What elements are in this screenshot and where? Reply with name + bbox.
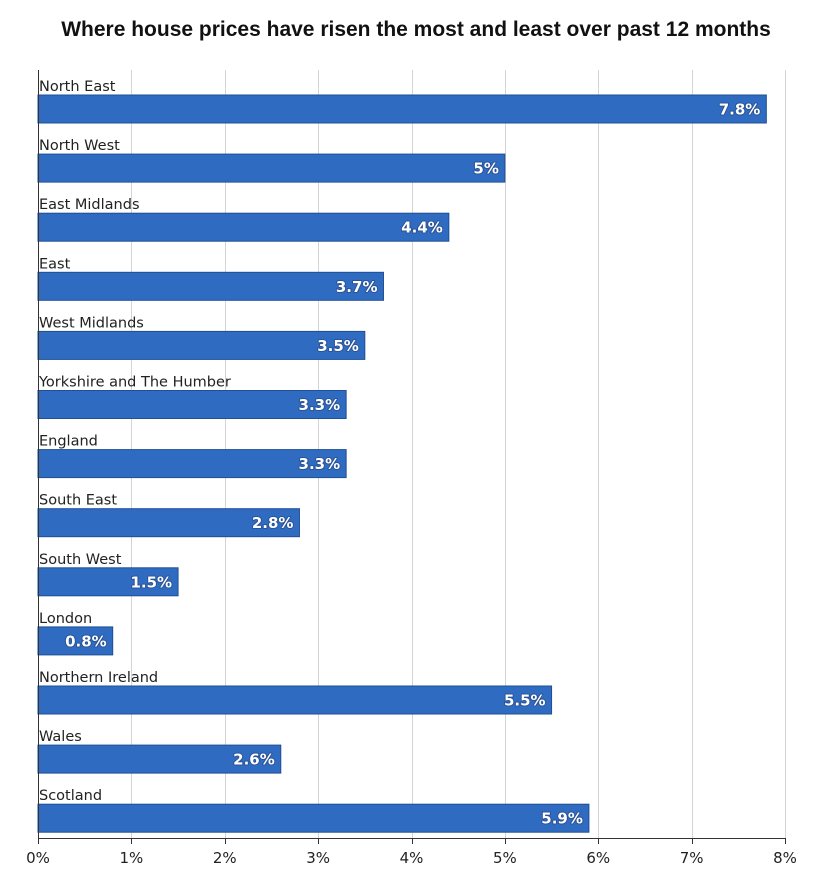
category-label: South East	[39, 493, 117, 509]
category-label: Yorkshire and The Humber	[38, 375, 231, 391]
x-tick-label: 1%	[119, 849, 143, 867]
value-label: 0.8%	[65, 632, 107, 650]
bar	[37, 390, 347, 419]
x-tick-label: 7%	[680, 849, 704, 867]
category-label: Northern Ireland	[39, 670, 158, 686]
x-tick-label: 4%	[400, 849, 424, 867]
value-label: 5%	[473, 160, 498, 178]
category-label: London	[39, 611, 92, 627]
value-label: 2.8%	[252, 514, 294, 532]
bars: North East 7.8% North West 5% East Midlands 4…	[37, 79, 767, 833]
bar	[37, 94, 767, 124]
value-label: 3.3%	[299, 396, 341, 414]
bar	[37, 685, 553, 715]
bar	[37, 803, 590, 833]
value-label: 3.3%	[299, 455, 341, 473]
value-label: 3.5%	[317, 337, 359, 355]
bar	[37, 330, 366, 360]
category-label: North East	[39, 79, 116, 95]
x-tick-label: 3%	[306, 849, 330, 867]
value-label: 2.6%	[233, 751, 275, 769]
value-label: 5.5%	[504, 692, 546, 710]
bar	[37, 744, 282, 774]
value-label: 7.8%	[719, 101, 761, 119]
category-label: England	[39, 434, 98, 450]
value-label: 5.9%	[541, 810, 583, 828]
bar	[37, 271, 384, 301]
value-label: 4.4%	[401, 219, 443, 237]
category-label: West Midlands	[39, 315, 144, 331]
bar	[37, 212, 450, 242]
category-label: East Midlands	[39, 197, 140, 213]
x-tick-label: 2%	[213, 849, 237, 867]
bar	[37, 449, 347, 479]
x-tick-label: 6%	[586, 849, 610, 867]
x-tick-label: 5%	[493, 849, 517, 867]
bar	[37, 567, 179, 597]
value-label: 1.5%	[130, 573, 172, 591]
value-label: 3.7%	[336, 278, 378, 296]
category-label: South West	[39, 552, 122, 568]
category-label: East	[39, 256, 71, 272]
bar	[37, 153, 506, 183]
category-label: Wales	[39, 729, 82, 745]
category-label: North West	[39, 138, 120, 154]
category-label: Scotland	[39, 788, 102, 804]
chart-title: Where house prices have risen the most a…	[61, 18, 771, 41]
x-tick-label: 0%	[26, 849, 50, 867]
x-axis: 0% 1% 2% 3% 4% 5% 6% 7% 8%	[26, 70, 797, 867]
x-tick-label: 8%	[773, 849, 797, 867]
